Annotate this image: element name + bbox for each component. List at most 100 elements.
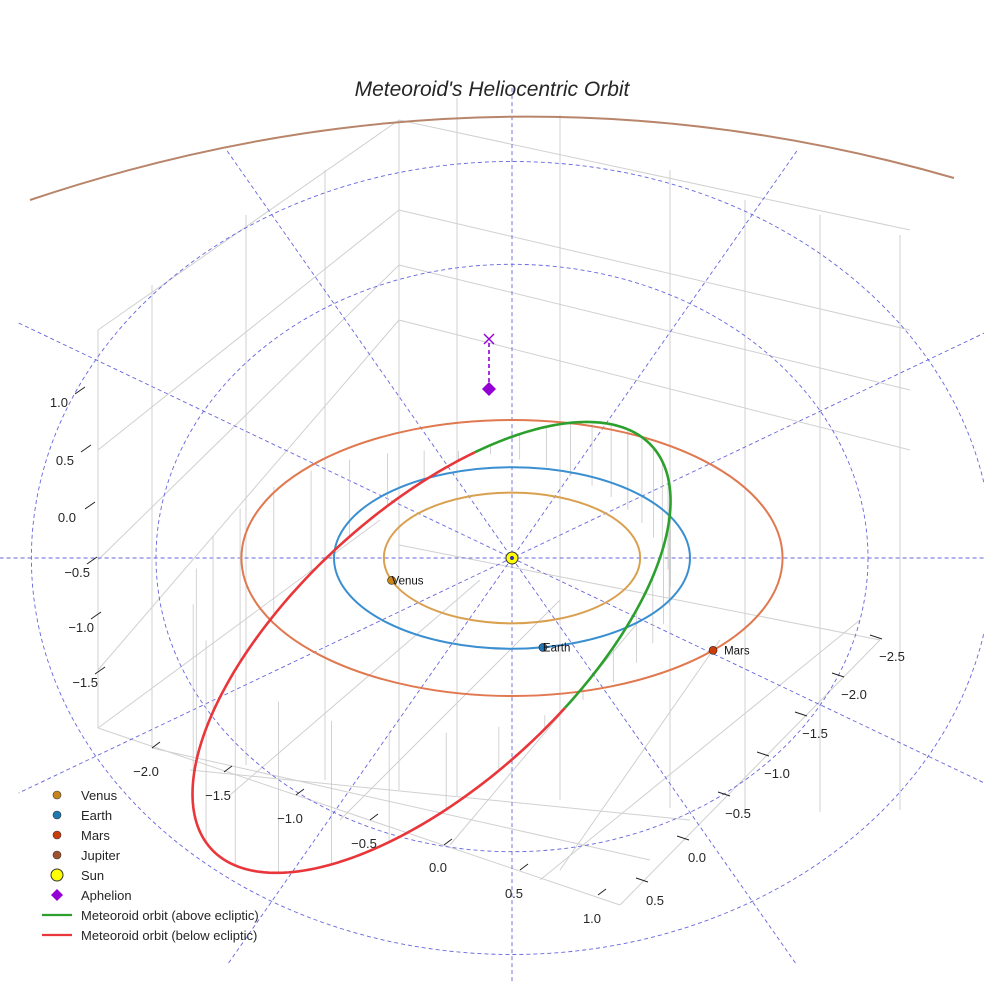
x-tick-label: −0.5 [351, 836, 377, 851]
x-tick-mark [295, 788, 305, 796]
y-tick-mark [717, 791, 731, 797]
y-tick-label: 0.5 [646, 893, 664, 908]
x-tick-label: −1.5 [205, 788, 231, 803]
z-tick-mark [84, 501, 96, 510]
grid-line [539, 619, 861, 881]
z-tick-mark [86, 556, 98, 565]
planet-marker-mars [708, 646, 718, 655]
legend-label: Sun [81, 868, 104, 883]
y-tick-mark [635, 877, 649, 883]
planet-label-venus: Venus [392, 575, 424, 587]
legend-item-venus: Venus [52, 788, 118, 803]
y-tick-mark [831, 672, 845, 678]
legend-marker [52, 830, 62, 840]
y-tick-mark [869, 634, 883, 640]
meteoroid-orbit-above [563, 428, 672, 709]
legend-label: Meteoroid orbit (above ecliptic) [81, 908, 259, 923]
legend-label: Jupiter [81, 848, 121, 863]
legend-label: Aphelion [81, 888, 132, 903]
x-tick-label: −1.0 [277, 811, 303, 826]
legend-marker [50, 868, 64, 882]
reference-spoke [226, 150, 798, 966]
planet-orbits [29, 115, 955, 697]
markers: Venus Earth Mars [387, 333, 750, 657]
y-tick-label: −1.0 [764, 766, 790, 781]
grid-line [559, 639, 721, 871]
x-tick-label: −2.0 [133, 764, 159, 779]
aphelion-marker [482, 382, 496, 396]
z-tick-label: 1.0 [50, 395, 68, 410]
planet-label-earth: Earth [543, 642, 571, 654]
z-tick-mark [80, 444, 92, 453]
grid-line [97, 264, 400, 561]
x-tick-mark [369, 813, 379, 821]
legend-label: Venus [81, 788, 118, 803]
legend-marker [52, 790, 62, 800]
grid-line [97, 209, 400, 451]
grid-line [619, 639, 881, 906]
planet-marker-earth [538, 643, 548, 652]
grid-line [398, 319, 911, 451]
orbit-drop-lines [192, 422, 671, 873]
meteoroid-orbit-above [474, 420, 629, 454]
y-tick-label: −2.5 [879, 649, 905, 664]
orbit-ring-venus [382, 491, 642, 625]
x-tick-label: 0.5 [505, 886, 523, 901]
grid-line [398, 119, 911, 231]
axes-grid [97, 98, 911, 906]
grid-line [97, 727, 621, 906]
grid-line [97, 319, 400, 671]
legend-item-mars: Mars [52, 828, 110, 843]
planet-marker-venus [387, 576, 396, 585]
z-tick-label: 0.0 [58, 510, 76, 525]
legend-item-aphelion: Aphelion [51, 888, 132, 903]
legend-marker [52, 850, 62, 860]
legend-marker [51, 889, 63, 901]
x-tick-mark [443, 838, 453, 846]
meteoroid-orbit-below [191, 451, 566, 875]
grid-line [97, 119, 400, 331]
chart-title: Meteoroid's Heliocentric Orbit [355, 78, 631, 101]
x-tick-mark [597, 888, 607, 896]
z-tick-mark [74, 386, 86, 395]
y-tick-mark [676, 835, 690, 841]
sun-center [510, 556, 514, 560]
legend-label: Earth [81, 808, 112, 823]
z-tick-label: −0.5 [64, 565, 90, 580]
x-tick-mark [223, 765, 233, 773]
grid-line [339, 599, 561, 821]
axis-ticks: 1.0 0.5 0.0 −0.5 −1.0 −1.5 −2.0 −1.5 −1.0 −0.5 0.0… [50, 386, 905, 926]
x-tick-mark [151, 741, 161, 749]
orbit-ring-jupiter [29, 115, 955, 201]
meteoroid-orbit [191, 420, 672, 875]
z-tick-label: −1.5 [72, 675, 98, 690]
x-tick-label: 0.0 [429, 860, 447, 875]
legend-label: Mars [81, 828, 110, 843]
y-tick-mark [794, 711, 808, 717]
legend-label: Meteoroid orbit (below ecliptic) [81, 928, 257, 943]
z-tick-mark [94, 666, 106, 675]
y-tick-label: −1.5 [802, 726, 828, 741]
grid-line [229, 579, 481, 796]
orbit-ring-mars [240, 419, 784, 697]
planet-label-mars: Mars [724, 645, 750, 657]
legend: Venus Earth Mars Jupiter Sun Aphelion Meteoroi… [42, 788, 259, 943]
x-tick-label: 1.0 [583, 911, 601, 926]
legend-item-meteoroid-orbit-above-ecliptic: Meteoroid orbit (above ecliptic) [42, 908, 259, 923]
y-tick-label: 0.0 [688, 850, 706, 865]
x-tick-mark [519, 863, 529, 871]
z-tick-mark [90, 611, 102, 620]
z-tick-label: −1.0 [68, 620, 94, 635]
legend-item-jupiter: Jupiter [52, 848, 121, 863]
reference-grid [0, 88, 984, 984]
grid-line [151, 747, 651, 861]
orbit-ring-earth [333, 466, 691, 650]
grid-line [398, 264, 911, 391]
y-tick-mark [756, 751, 770, 757]
legend-item-meteoroid-orbit-below-ecliptic: Meteoroid orbit (below ecliptic) [42, 928, 257, 943]
legend-item-earth: Earth [52, 808, 112, 823]
y-tick-label: −2.0 [841, 687, 867, 702]
legend-marker [52, 810, 62, 820]
z-tick-label: 0.5 [56, 453, 74, 468]
